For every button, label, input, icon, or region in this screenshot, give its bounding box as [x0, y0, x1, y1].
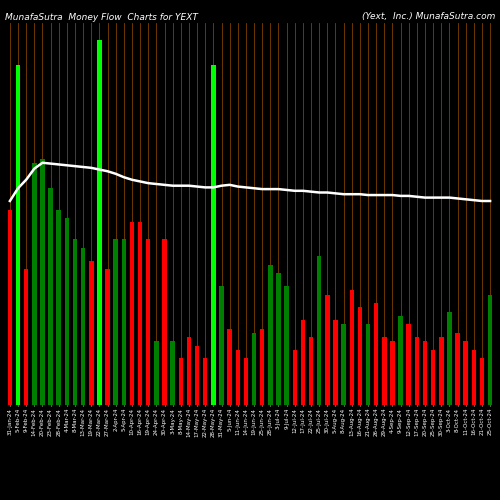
Bar [390, 341, 394, 405]
Bar [195, 346, 200, 405]
Bar [56, 210, 61, 405]
Bar [97, 65, 102, 405]
Bar [220, 286, 224, 405]
Bar [456, 333, 460, 405]
Bar [73, 240, 77, 405]
Bar [48, 188, 53, 405]
Bar [89, 260, 94, 405]
Bar [130, 222, 134, 405]
Bar [138, 222, 142, 405]
Bar [186, 337, 191, 405]
Bar [16, 65, 20, 405]
Bar [228, 328, 232, 405]
Bar [8, 210, 12, 405]
Text: MunafaSutra  Money Flow  Charts for YEXT: MunafaSutra Money Flow Charts for YEXT [5, 12, 198, 22]
Bar [268, 264, 272, 405]
Bar [276, 273, 280, 405]
Bar [488, 294, 492, 405]
Bar [236, 350, 240, 405]
Bar [146, 240, 150, 405]
Bar [317, 256, 322, 405]
Text: (Yext,  Inc.) MunafaSutra.com: (Yext, Inc.) MunafaSutra.com [362, 12, 495, 22]
Bar [170, 341, 175, 405]
Bar [203, 358, 207, 405]
Bar [16, 116, 20, 405]
Bar [398, 316, 403, 405]
Bar [350, 290, 354, 405]
Bar [292, 350, 297, 405]
Bar [431, 350, 436, 405]
Bar [97, 40, 102, 405]
Bar [244, 358, 248, 405]
Bar [382, 337, 386, 405]
Bar [122, 240, 126, 405]
Bar [333, 320, 338, 405]
Bar [406, 324, 411, 405]
Bar [162, 240, 167, 405]
Bar [480, 358, 484, 405]
Bar [114, 240, 118, 405]
Bar [374, 303, 378, 405]
Bar [154, 341, 158, 405]
Bar [64, 218, 69, 405]
Bar [106, 269, 110, 405]
Bar [211, 65, 216, 405]
Bar [178, 358, 183, 405]
Bar [423, 341, 427, 405]
Bar [211, 303, 216, 405]
Bar [464, 341, 468, 405]
Bar [284, 286, 289, 405]
Bar [414, 337, 419, 405]
Bar [81, 248, 86, 405]
Bar [300, 320, 305, 405]
Bar [447, 312, 452, 405]
Bar [366, 324, 370, 405]
Bar [252, 333, 256, 405]
Bar [32, 163, 36, 405]
Bar [472, 350, 476, 405]
Bar [40, 158, 44, 405]
Bar [439, 337, 444, 405]
Bar [24, 269, 28, 405]
Bar [342, 324, 346, 405]
Bar [358, 307, 362, 405]
Bar [260, 328, 264, 405]
Bar [309, 337, 314, 405]
Bar [325, 294, 330, 405]
